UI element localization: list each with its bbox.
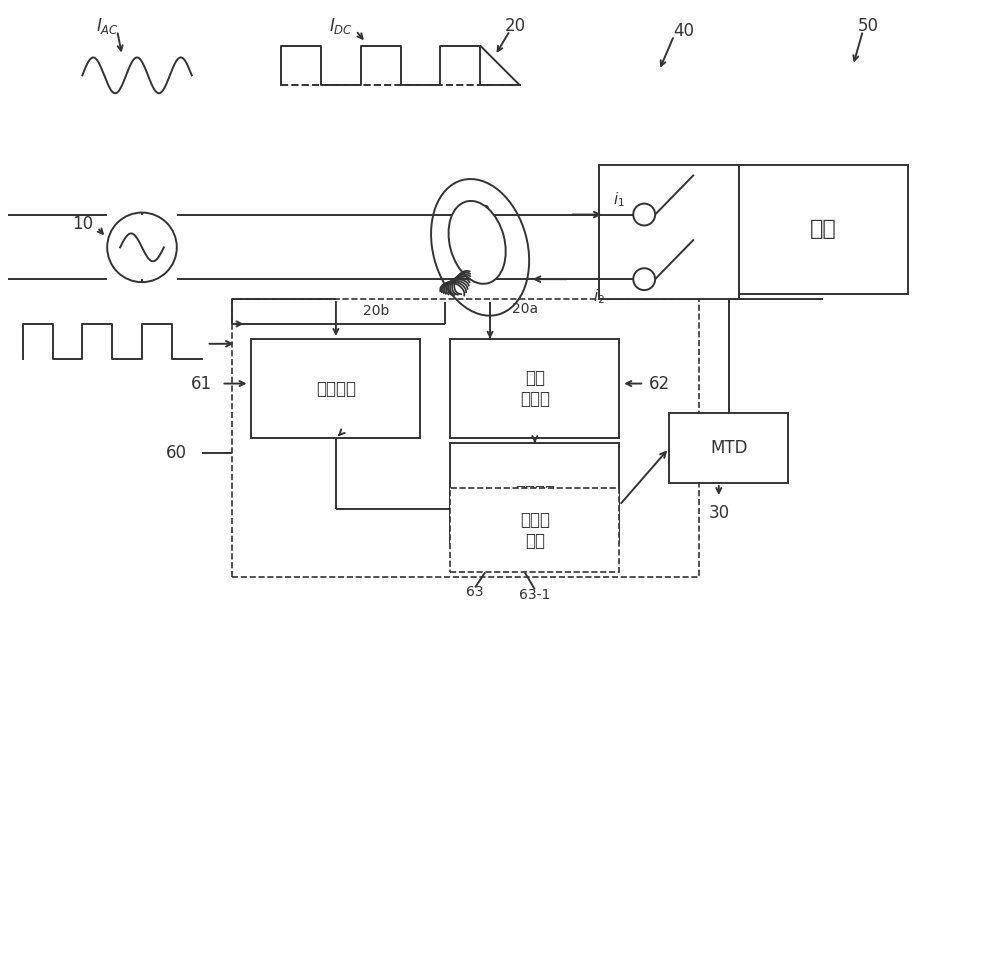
Text: 60: 60 [166,445,187,462]
Bar [232,299,699,578]
Bar [669,414,788,483]
Text: 滤波器
部分: 滤波器 部分 [520,511,550,550]
Bar [450,339,619,438]
Text: $i_2$: $i_2$ [593,287,605,307]
Text: 10: 10 [72,216,93,234]
Text: $i_1$: $i_1$ [613,191,625,209]
Text: B: B [480,205,490,220]
Bar [599,165,739,299]
Bar [450,444,619,542]
Text: 63-1: 63-1 [519,588,550,603]
Text: 62: 62 [649,375,670,393]
Text: 63: 63 [466,585,484,600]
Text: MTD: MTD [710,439,747,457]
Text: 振荡部分: 振荡部分 [316,379,356,398]
Text: 20b: 20b [363,304,389,318]
Text: 61: 61 [191,375,212,393]
Text: 40: 40 [673,22,694,39]
Bar [739,165,908,294]
Text: 负载: 负载 [810,219,837,240]
Bar [251,339,420,438]
Text: 20a: 20a [512,302,538,316]
Ellipse shape [449,201,506,284]
Text: 确定部分: 确定部分 [515,484,555,502]
Text: 感测
电阵器: 感测 电阵器 [520,369,550,408]
Text: $I_{DC}$: $I_{DC}$ [329,15,353,35]
Text: 20: 20 [504,16,525,34]
Text: 30: 30 [708,504,729,522]
Bar [450,488,619,573]
Text: 50: 50 [857,16,878,34]
Text: $I_{AC}$: $I_{AC}$ [96,15,119,35]
